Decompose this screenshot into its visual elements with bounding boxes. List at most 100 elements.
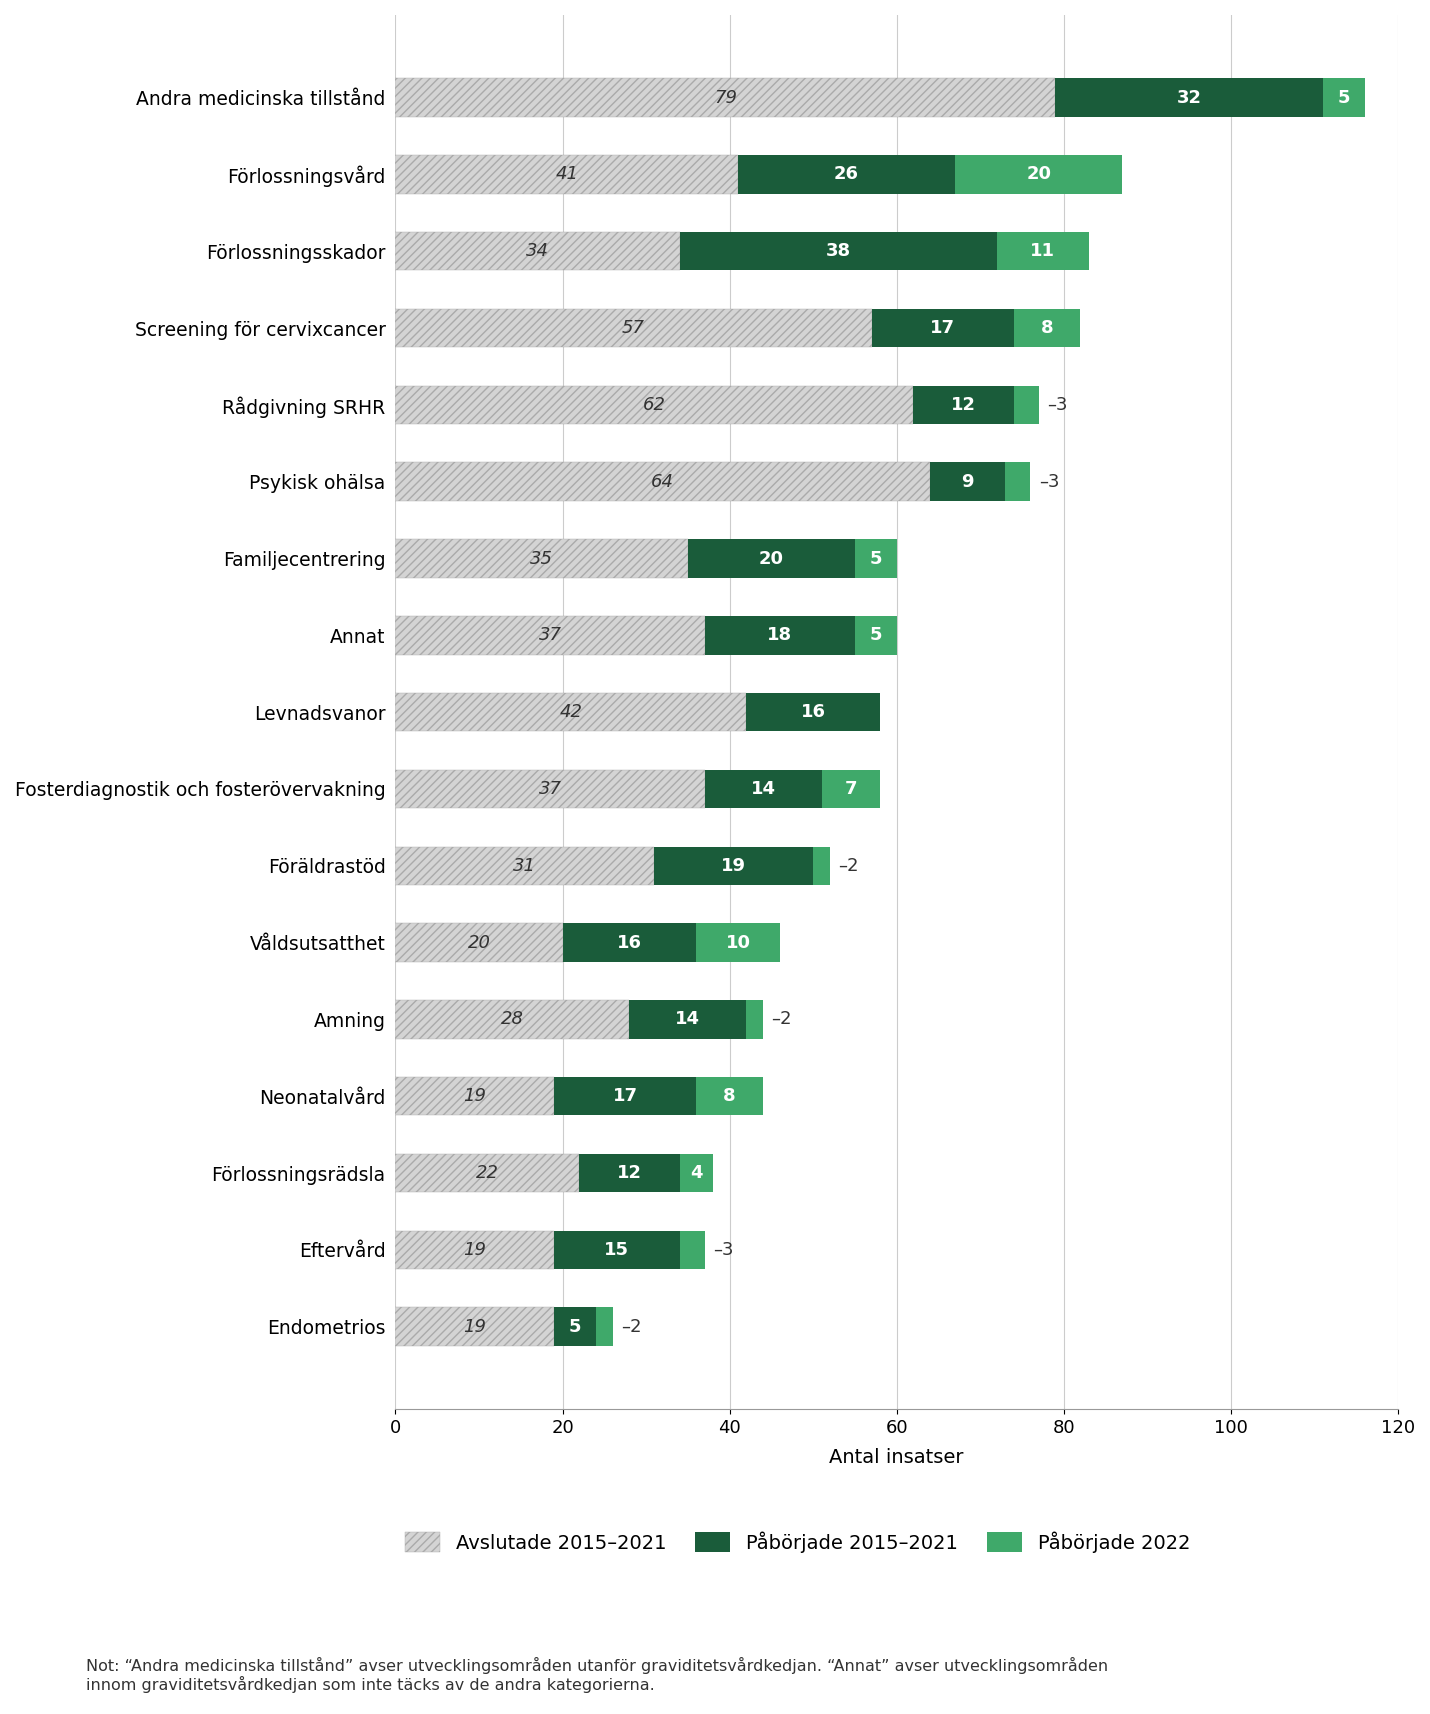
Text: 26: 26 — [834, 166, 859, 183]
Bar — [396, 540, 688, 578]
Text: 10: 10 — [725, 934, 751, 951]
Text: 20: 20 — [759, 550, 784, 567]
Text: 5: 5 — [1337, 89, 1350, 106]
Bar — [555, 1231, 679, 1268]
Bar — [562, 924, 696, 962]
Text: Not: “Andra medicinska tillstånd” avser utvecklingsområden utanför graviditetsvå: Not: “Andra medicinska tillstånd” avser … — [86, 1657, 1108, 1693]
Text: 14: 14 — [675, 1011, 701, 1028]
Text: 5: 5 — [869, 550, 882, 567]
Bar — [396, 463, 930, 500]
Bar — [396, 231, 679, 271]
Text: 19: 19 — [721, 857, 746, 874]
Text: 64: 64 — [651, 473, 675, 490]
Text: 31: 31 — [513, 857, 536, 874]
Bar — [1323, 79, 1364, 117]
Text: 17: 17 — [612, 1087, 638, 1106]
Text: 32: 32 — [1177, 89, 1201, 106]
Text: 7: 7 — [845, 780, 857, 799]
Text: 62: 62 — [644, 396, 666, 413]
Text: –2: –2 — [771, 1011, 792, 1028]
Bar — [855, 540, 897, 578]
Bar — [688, 540, 855, 578]
Bar — [814, 847, 829, 884]
Text: 20: 20 — [468, 934, 490, 951]
Text: 19: 19 — [463, 1318, 486, 1335]
Text: 8: 8 — [724, 1087, 736, 1106]
Text: 12: 12 — [951, 396, 977, 413]
Bar — [596, 1308, 612, 1345]
Text: 41: 41 — [555, 166, 578, 183]
Text: 57: 57 — [622, 319, 645, 338]
Text: 18: 18 — [766, 626, 792, 644]
Bar — [821, 770, 879, 809]
Text: 15: 15 — [605, 1241, 629, 1258]
Bar — [1014, 386, 1038, 423]
Bar — [955, 156, 1123, 194]
Text: 34: 34 — [526, 242, 549, 261]
Bar — [679, 1154, 714, 1193]
Text: 37: 37 — [539, 626, 562, 644]
Text: 20: 20 — [1027, 166, 1051, 183]
Text: 17: 17 — [930, 319, 955, 338]
Bar — [396, 847, 655, 884]
Bar — [679, 231, 997, 271]
Text: 42: 42 — [559, 703, 582, 722]
Bar — [396, 1231, 555, 1268]
Bar — [396, 309, 872, 348]
Bar — [746, 1001, 764, 1039]
X-axis label: Antal insatser: Antal insatser — [829, 1448, 964, 1467]
Text: 11: 11 — [1031, 242, 1055, 261]
Bar — [655, 847, 814, 884]
Text: 22: 22 — [476, 1164, 499, 1183]
Bar — [629, 1001, 746, 1039]
Text: 37: 37 — [539, 780, 562, 799]
Text: 38: 38 — [825, 242, 851, 261]
Text: 14: 14 — [751, 780, 775, 799]
Text: 35: 35 — [531, 550, 553, 567]
Bar — [1005, 463, 1031, 500]
Bar — [396, 924, 562, 962]
Text: 4: 4 — [689, 1164, 702, 1183]
Text: 9: 9 — [961, 473, 974, 490]
Bar — [396, 1308, 555, 1345]
Bar — [396, 1154, 579, 1193]
Bar — [914, 386, 1014, 423]
Text: –3: –3 — [714, 1241, 734, 1258]
Bar — [696, 924, 779, 962]
Bar — [555, 1308, 596, 1345]
Text: 5: 5 — [869, 626, 882, 644]
Bar — [746, 692, 879, 732]
Text: 79: 79 — [714, 89, 736, 106]
Bar — [738, 156, 955, 194]
Bar — [705, 615, 855, 655]
Bar — [555, 1076, 696, 1116]
Bar — [705, 770, 821, 809]
Text: 19: 19 — [463, 1087, 486, 1106]
Text: 19: 19 — [463, 1241, 486, 1258]
Text: 28: 28 — [500, 1011, 523, 1028]
Text: –3: –3 — [1038, 473, 1060, 490]
Text: –2: –2 — [838, 857, 859, 874]
Text: –3: –3 — [1047, 396, 1068, 413]
Bar — [396, 156, 738, 194]
Text: 16: 16 — [801, 703, 825, 722]
Bar — [997, 231, 1088, 271]
Bar — [396, 615, 705, 655]
Bar — [579, 1154, 679, 1193]
Bar — [396, 386, 914, 423]
Bar — [396, 79, 1055, 117]
Bar — [855, 615, 897, 655]
Bar — [872, 309, 1014, 348]
Text: 16: 16 — [616, 934, 642, 951]
Text: 8: 8 — [1041, 319, 1054, 338]
Bar — [1014, 309, 1081, 348]
Bar — [396, 1076, 555, 1116]
Bar — [396, 692, 746, 732]
Bar — [396, 770, 705, 809]
Bar — [696, 1076, 764, 1116]
Text: 12: 12 — [616, 1164, 642, 1183]
Bar — [930, 463, 1005, 500]
Bar — [1055, 79, 1323, 117]
Bar — [396, 1001, 629, 1039]
Text: 5: 5 — [569, 1318, 582, 1335]
